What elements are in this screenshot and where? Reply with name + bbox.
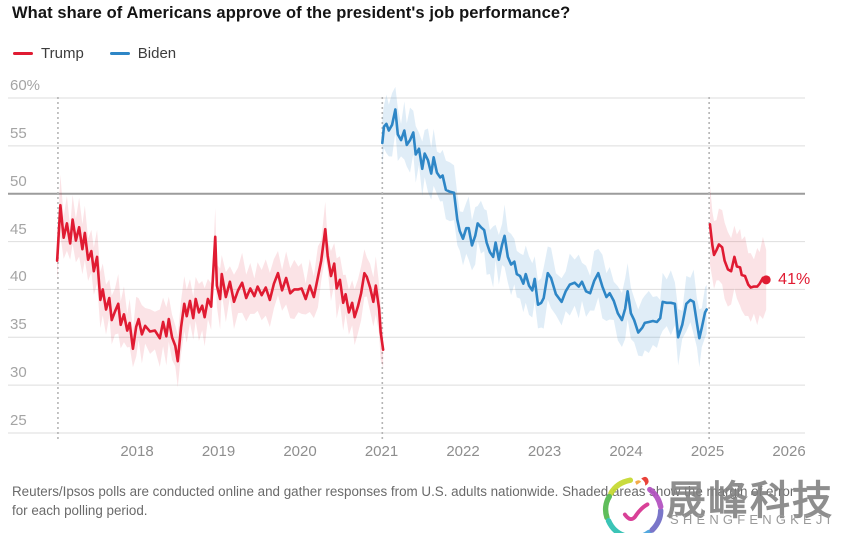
trump-term1-error-band [57, 174, 384, 388]
legend: Trump Biden [13, 45, 176, 62]
y-axis-label: 40 [10, 268, 27, 286]
source-note-line1: Reuters/Ipsos polls are conducted online… [12, 484, 795, 499]
y-axis-label: 30 [10, 364, 27, 382]
trump-term1-approval-line [55, 203, 385, 363]
y-axis-label: 35 [10, 316, 27, 334]
y-axis-label: 55 [10, 124, 27, 142]
biden-error-band [382, 86, 707, 368]
x-axis-label: 2019 [201, 443, 236, 460]
trump-line-swatch [13, 51, 33, 56]
trump-current-value-label: 41% [778, 270, 811, 288]
legend-item-trump: Trump [13, 45, 84, 62]
y-axis-label: 60% [10, 77, 41, 94]
x-axis-label: 2023 [527, 443, 562, 460]
x-axis-label: 2026 [772, 443, 806, 460]
legend-label-biden: Biden [137, 45, 177, 62]
x-axis-label: 2022 [446, 443, 480, 460]
biden-approval-line [381, 108, 708, 340]
biden-line-swatch [109, 51, 130, 56]
x-axis-label: 2018 [120, 443, 154, 460]
source-note-line2: for each polling period. [12, 503, 148, 519]
legend-item-biden: Biden [109, 45, 177, 62]
y-axis-label: 25 [10, 411, 27, 429]
source-note: Reuters/Ipsos polls are conducted online… [12, 482, 848, 521]
trump-term2-approval-line [708, 223, 768, 289]
y-axis-label: 50 [10, 172, 27, 190]
x-axis-label: 2025 [690, 443, 725, 460]
x-axis-label: 2021 [364, 443, 399, 460]
x-axis-label: 2020 [283, 443, 317, 460]
legend-label-trump: Trump [41, 45, 84, 62]
current-value-dot [761, 275, 771, 285]
trump-term2-error-band [709, 184, 767, 326]
x-axis-label: 2024 [609, 443, 643, 460]
chart-title: What share of Americans approve of the p… [12, 4, 571, 22]
y-axis-label: 45 [10, 220, 27, 238]
